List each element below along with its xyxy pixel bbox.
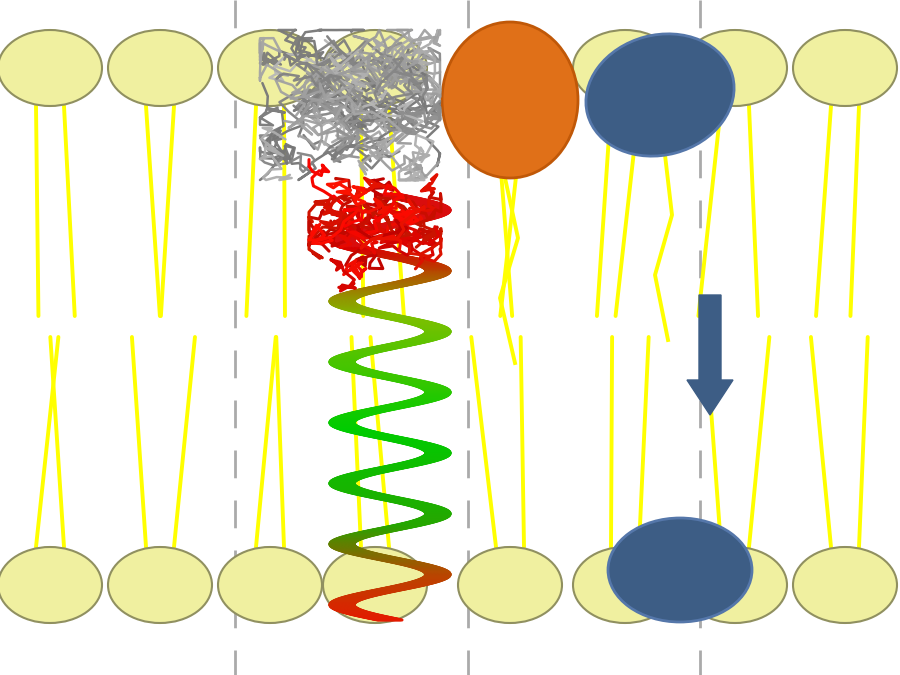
Ellipse shape: [323, 30, 427, 106]
Ellipse shape: [218, 547, 322, 623]
Ellipse shape: [442, 22, 578, 178]
Ellipse shape: [218, 30, 322, 106]
Ellipse shape: [108, 30, 212, 106]
Ellipse shape: [793, 30, 897, 106]
Ellipse shape: [586, 34, 734, 156]
Ellipse shape: [108, 547, 212, 623]
Ellipse shape: [573, 30, 677, 106]
Ellipse shape: [793, 547, 897, 623]
Ellipse shape: [683, 547, 787, 623]
Ellipse shape: [458, 547, 562, 623]
FancyArrow shape: [687, 295, 733, 415]
Ellipse shape: [608, 518, 752, 622]
Ellipse shape: [0, 547, 102, 623]
Ellipse shape: [458, 30, 562, 106]
Ellipse shape: [573, 547, 677, 623]
Ellipse shape: [683, 30, 787, 106]
Ellipse shape: [323, 547, 427, 623]
Ellipse shape: [0, 30, 102, 106]
